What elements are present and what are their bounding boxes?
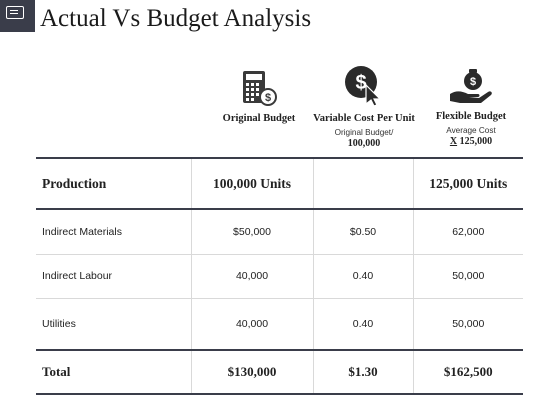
column-sub-value: X 125,000	[449, 136, 493, 147]
column-sub-label: Original Budget/	[334, 128, 394, 137]
presentation-icon	[6, 6, 24, 19]
table-cell: $50,000	[190, 209, 314, 254]
table-total-row: Total $130,000 $1.30 $162,500	[36, 350, 523, 394]
column-header-variable-cost: $ Variable Cost Per Unit Original Budget…	[307, 65, 421, 149]
dollar-cursor-icon: $	[345, 66, 382, 107]
table-cell: Indirect Labour	[36, 254, 192, 298]
calculator-dollar-icon: $	[243, 71, 277, 106]
table-cell: Total	[36, 350, 192, 394]
column-label: Variable Cost Per Unit	[313, 113, 415, 124]
table-cell: 62,000	[412, 209, 523, 254]
table-cell: 50,000	[412, 298, 523, 350]
table-cell: 40,000	[190, 254, 314, 298]
page-title: Actual Vs Budget Analysis	[40, 5, 312, 32]
column-label: Flexible Budget	[435, 111, 507, 122]
table-cell	[312, 158, 414, 209]
table-cell: Indirect Materials	[36, 209, 192, 254]
column-label: Original Budget	[222, 113, 296, 124]
table-cell: 40,000	[190, 298, 314, 350]
column-sub-label: Average Cost	[446, 126, 496, 135]
table-cell: 125,000 Units	[412, 158, 523, 209]
table-cell: 0.40	[312, 254, 414, 298]
table-cell: 0.40	[312, 298, 414, 350]
column-sub-value: 100,000	[347, 138, 381, 149]
column-header-original-budget: $ Original Budget	[213, 70, 305, 124]
table-cell: Utilities	[36, 298, 192, 350]
hand-money-bag-icon: $	[450, 69, 492, 103]
table-row: Indirect Materials $50,000 $0.50 62,000	[36, 209, 523, 254]
svg-text:$: $	[470, 76, 476, 88]
svg-text:$: $	[355, 72, 366, 94]
table-cell: $162,500	[412, 350, 523, 394]
table-cell: 50,000	[412, 254, 523, 298]
table-cell: $1.30	[312, 350, 414, 394]
table-cell: 100,000 Units	[190, 158, 314, 209]
table-row: Utilities 40,000 0.40 50,000	[36, 298, 523, 350]
svg-text:$: $	[265, 92, 271, 104]
table-cell: $130,000	[190, 350, 314, 394]
budget-table: Production 100,000 Units 125,000 Units I…	[36, 157, 523, 395]
table-row: Indirect Labour 40,000 0.40 50,000	[36, 254, 523, 298]
column-header-flexible-budget: $ Flexible Budget Average Cost X 125,000	[424, 67, 518, 147]
table-cell: $0.50	[312, 209, 414, 254]
table-cell: Production	[36, 158, 192, 209]
slide-corner-badge	[0, 0, 35, 32]
table-header-row: Production 100,000 Units 125,000 Units	[36, 158, 523, 209]
